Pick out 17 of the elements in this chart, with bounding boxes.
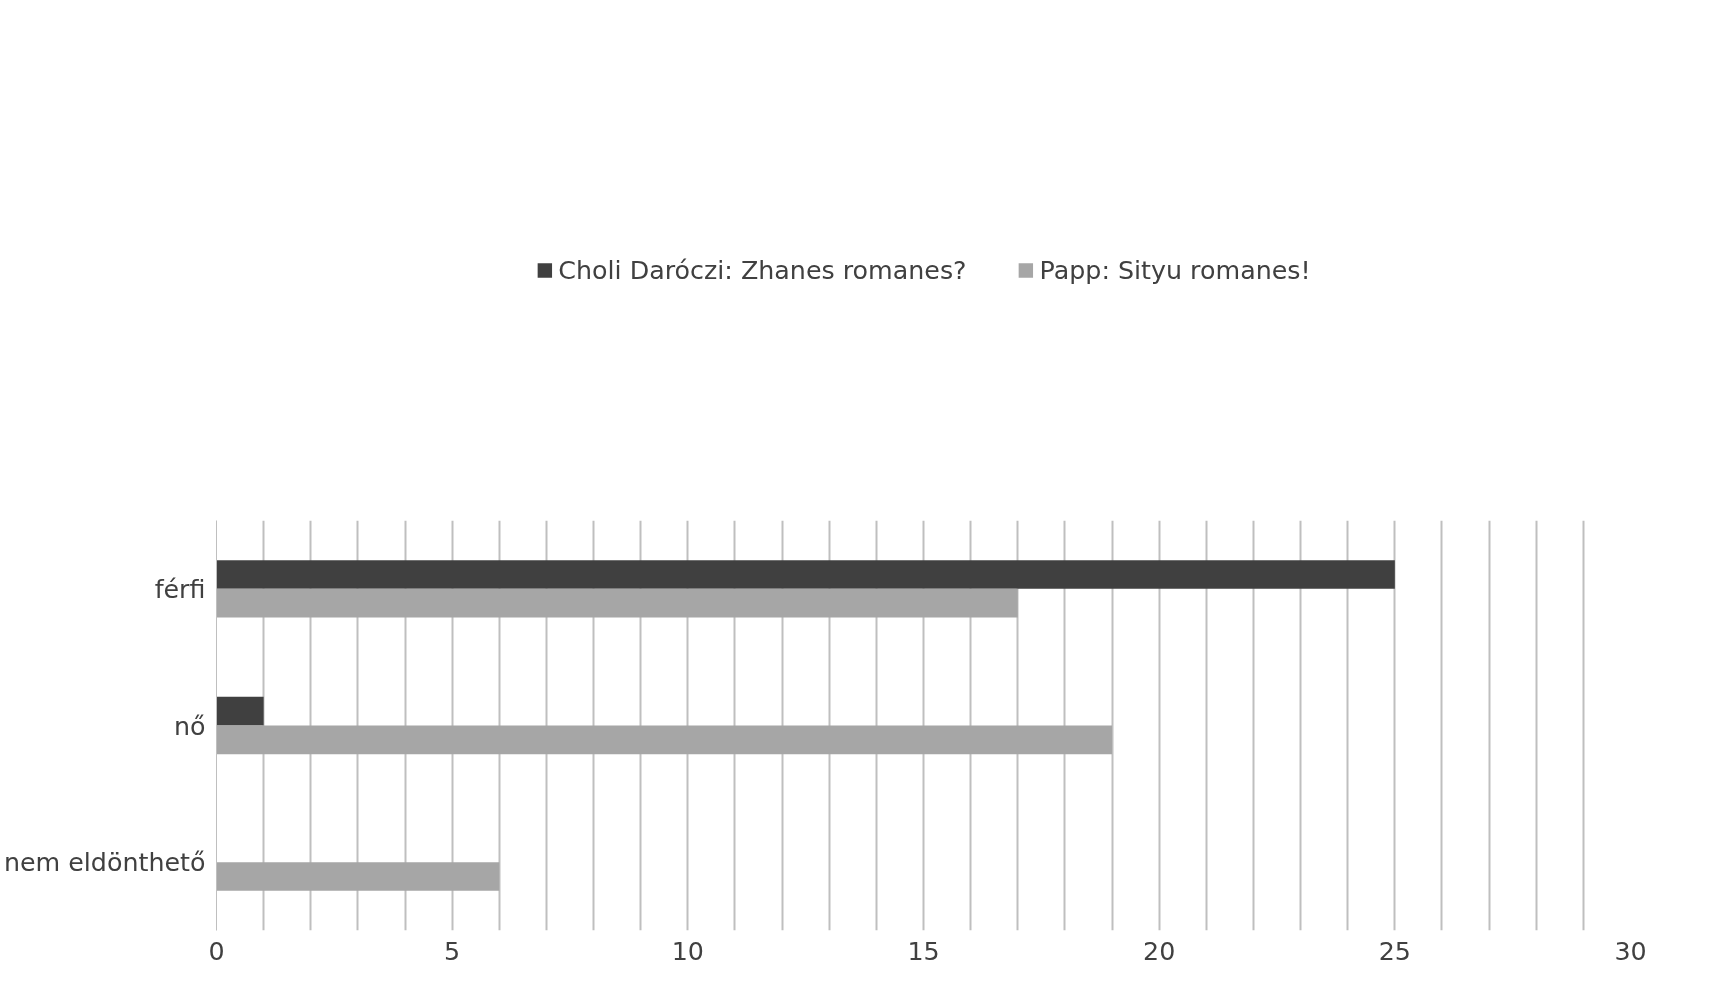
y-tick-label: férfi [154,573,206,604]
x-tick-label: 5 [444,935,461,966]
bar [216,588,1018,618]
legend-label: Choli Daróczi: Zhanes romanes? [558,255,967,285]
bar [216,725,1113,755]
x-tick-label: 30 [1614,935,1647,966]
x-tick-label: 10 [671,935,704,966]
x-tick-label: 0 [208,935,225,966]
bar [216,696,264,726]
bar [216,560,1395,589]
y-tick-label: nem eldönthető [3,847,206,878]
legend-label: Papp: Sityu romanes! [1039,255,1311,285]
x-tick-label: 25 [1378,935,1411,966]
x-tick-label: 20 [1143,935,1176,966]
x-tick-label: 15 [907,935,940,966]
y-tick-label: nő [173,710,206,741]
bar [216,862,500,891]
